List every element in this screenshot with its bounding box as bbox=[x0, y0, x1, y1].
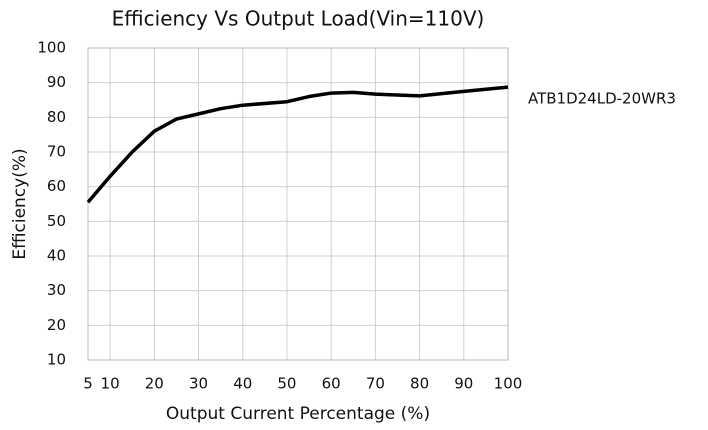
x-tick-label: 40 bbox=[233, 375, 252, 393]
chart-title: Efficiency Vs Output Load(Vin=110V) bbox=[112, 7, 485, 31]
x-tick-label: 100 bbox=[494, 375, 523, 393]
y-tick-label: 50 bbox=[47, 212, 66, 230]
x-tick-label: 70 bbox=[366, 375, 385, 393]
y-tick-label: 100 bbox=[37, 39, 66, 57]
y-tick-label: 80 bbox=[47, 108, 66, 126]
y-axis-label: Efficiency(%) bbox=[10, 148, 30, 259]
y-tick-label: 10 bbox=[47, 351, 66, 369]
y-tick-label: 30 bbox=[47, 281, 66, 299]
x-tick-label: 30 bbox=[189, 375, 208, 393]
plot-frame bbox=[87, 47, 509, 361]
x-tick-label: 10 bbox=[101, 375, 120, 393]
x-tick-label: 5 bbox=[83, 375, 93, 393]
series-line bbox=[86, 85, 509, 204]
x-tick-label: 20 bbox=[145, 375, 164, 393]
x-tick-label: 60 bbox=[322, 375, 341, 393]
x-tick-label: 90 bbox=[454, 375, 473, 393]
x-axis-label: Output Current Percentage (%) bbox=[166, 404, 430, 424]
y-tick-label: 90 bbox=[47, 73, 66, 91]
y-tick-label: 20 bbox=[47, 316, 66, 334]
x-tick-label: 80 bbox=[410, 375, 429, 393]
y-tick-label: 40 bbox=[47, 247, 66, 265]
y-tick-label: 70 bbox=[47, 143, 66, 161]
series-label: ATB1D24LD-20WR3 bbox=[528, 90, 676, 108]
y-tick-label: 60 bbox=[47, 177, 66, 195]
x-tick-label: 50 bbox=[277, 375, 296, 393]
